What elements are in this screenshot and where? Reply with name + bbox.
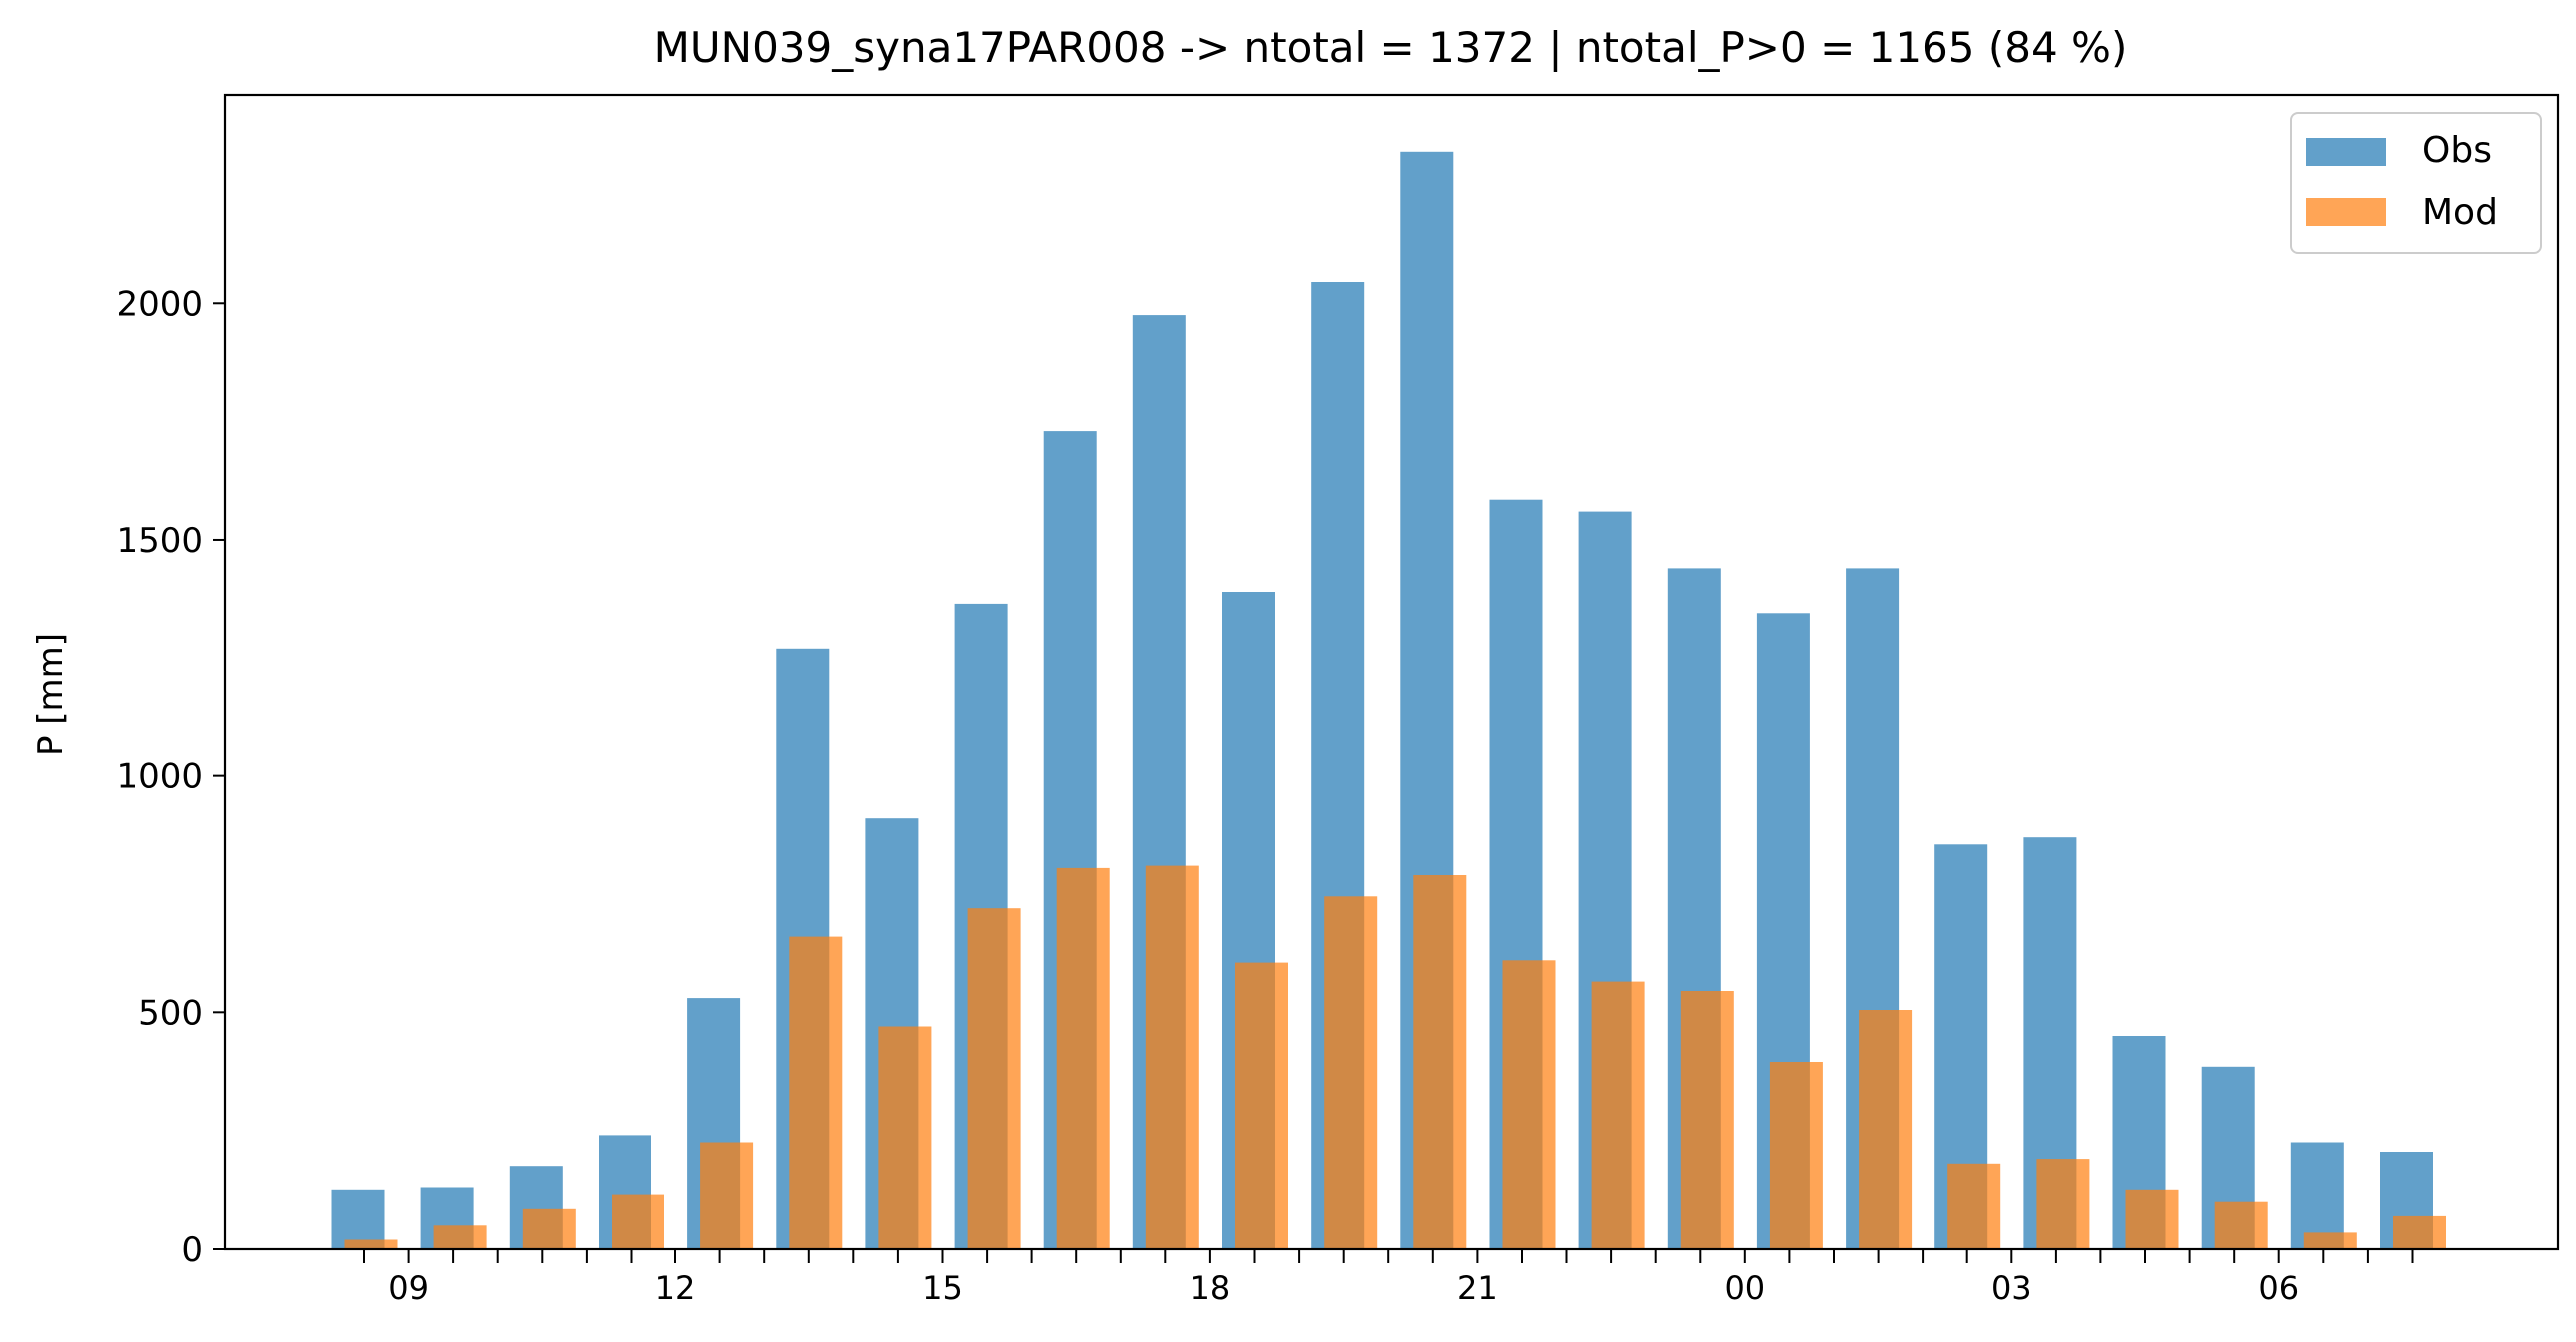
bar-mod-05 [2214, 1201, 2268, 1249]
bar-mod-12 [700, 1142, 754, 1249]
bar-mod-10 [522, 1208, 576, 1249]
bar-mod-02 [1947, 1163, 2001, 1249]
bar-mod-20 [1413, 875, 1467, 1249]
legend-box [2290, 112, 2542, 254]
bar-obs-06 [2290, 1142, 2344, 1249]
bars-group [331, 151, 2446, 1250]
bar-mod-06 [2303, 1232, 2357, 1249]
x-tick-label-12: 12 [655, 1269, 696, 1307]
bar-mod-19 [1324, 896, 1378, 1249]
x-tick-label-00: 00 [1724, 1269, 1765, 1307]
bar-mod-04 [2125, 1189, 2179, 1249]
y-tick-label-0: 0 [181, 1230, 203, 1270]
x-tick-label-18: 18 [1190, 1269, 1231, 1307]
legend-swatch-obs [2306, 138, 2386, 166]
x-tick-label-15: 15 [922, 1269, 963, 1307]
bar-mod-15 [967, 908, 1021, 1249]
bar-mod-14 [878, 1026, 932, 1249]
bar-mod-21 [1502, 960, 1556, 1250]
bar-mod-11 [612, 1194, 664, 1249]
bar-mod-09 [433, 1225, 487, 1249]
bar-mod-13 [789, 936, 843, 1249]
legend-swatch-mod [2306, 198, 2386, 226]
x-tick-label-03: 03 [1991, 1269, 2032, 1307]
bar-mod-18 [1235, 962, 1288, 1249]
y-tick-label-1500: 1500 [116, 521, 203, 561]
bar-mod-01 [1859, 1010, 1913, 1249]
x-tick-label-21: 21 [1457, 1269, 1498, 1307]
bar-mod-07 [2393, 1215, 2446, 1249]
y-tick-label-500: 500 [138, 993, 203, 1033]
bar-mod-16 [1056, 867, 1110, 1249]
y-tick-label-1000: 1000 [116, 757, 203, 797]
bar-obs-08 [331, 1189, 385, 1249]
x-tick-label-09: 09 [388, 1269, 429, 1307]
x-tick-label-06: 06 [2258, 1269, 2299, 1307]
bar-mod-03 [2036, 1159, 2090, 1249]
bar-mod-17 [1145, 865, 1199, 1249]
legend-label-obs: Obs [2422, 130, 2492, 171]
legend: Obs Mod [2290, 112, 2542, 254]
plot-area-frame [223, 93, 2560, 1251]
bar-mod-22 [1591, 981, 1645, 1249]
x-axis-ticks: 09 12 15 18 21 00 03 06 [363, 1249, 2414, 1307]
y-axis-ticks: 0 500 1000 1500 2000 [116, 284, 225, 1270]
chart-title: MUN039_syna17PAR008 -> ntotal = 1372 | n… [654, 23, 2128, 72]
legend-label-mod: Mod [2422, 192, 2498, 233]
bar-mod-08 [344, 1239, 398, 1249]
bar-mod-23 [1680, 991, 1734, 1249]
bar-mod-00 [1769, 1062, 1823, 1249]
y-tick-label-2000: 2000 [116, 284, 203, 324]
y-axis-label: P [mm] [31, 633, 71, 756]
